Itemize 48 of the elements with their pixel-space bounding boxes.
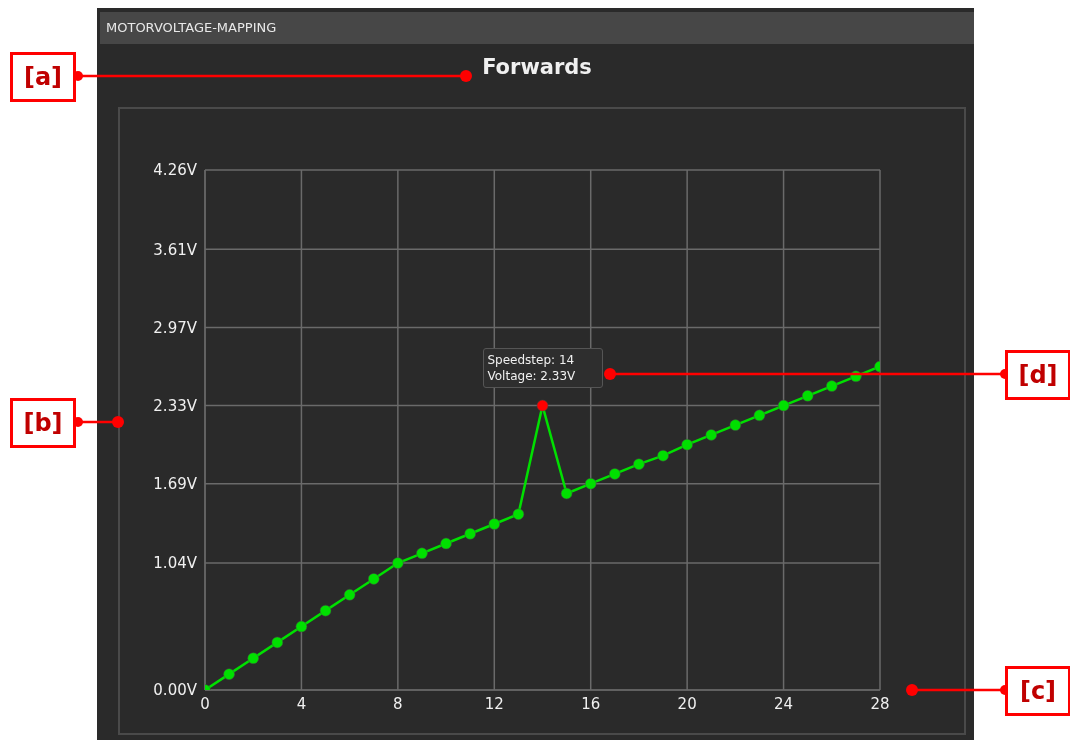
text: [b] <box>10 398 76 448</box>
x-tick-label: 24 <box>774 694 794 713</box>
x-tick-label: 12 <box>484 694 504 713</box>
y-tick-label: 4.26V <box>153 161 198 180</box>
point <box>319 604 332 617</box>
x-tick-label: 0 <box>200 694 210 713</box>
point <box>633 458 645 470</box>
point <box>826 380 838 392</box>
x-tick-label: 28 <box>870 694 890 713</box>
point <box>705 429 717 441</box>
point <box>681 438 693 451</box>
point <box>295 620 308 633</box>
point <box>392 557 404 569</box>
x-tick-label: 8 <box>393 694 403 713</box>
y-tick-label: 1.69V <box>153 475 198 494</box>
point <box>560 487 573 500</box>
text: [c] <box>1005 666 1070 716</box>
point <box>777 399 790 412</box>
text: [d] <box>1005 350 1070 400</box>
point <box>609 468 621 480</box>
point <box>536 399 549 412</box>
point <box>512 508 525 520</box>
x-tick-label: 16 <box>581 694 601 713</box>
point <box>801 390 814 402</box>
point <box>584 477 597 490</box>
y-tick-label: 3.61V <box>153 240 198 259</box>
y-tick-label: 1.04V <box>153 554 198 573</box>
chart-title: Forwards <box>481 55 593 79</box>
point <box>488 518 501 530</box>
chart-subtitle: MOTORVOLTAGE-MAPPING <box>100 12 974 44</box>
point <box>753 409 766 422</box>
x-tick-label: 20 <box>677 694 697 713</box>
point <box>729 419 742 431</box>
point <box>247 652 259 665</box>
point <box>223 668 235 680</box>
point <box>440 537 452 550</box>
x-tick-label: 4 <box>296 694 307 713</box>
point <box>416 547 428 560</box>
point <box>368 573 380 585</box>
y-tick-label: 0.00V <box>153 681 198 700</box>
point <box>271 636 284 649</box>
y-tick-label: 2.33V <box>153 396 198 415</box>
annotation: Speedstep: 14 Voltage: 2.33V <box>487 351 577 384</box>
y-tick-label: 2.97V <box>153 318 198 337</box>
point <box>343 589 356 601</box>
point <box>464 528 476 540</box>
text: [a] <box>10 52 76 102</box>
point <box>657 449 669 462</box>
